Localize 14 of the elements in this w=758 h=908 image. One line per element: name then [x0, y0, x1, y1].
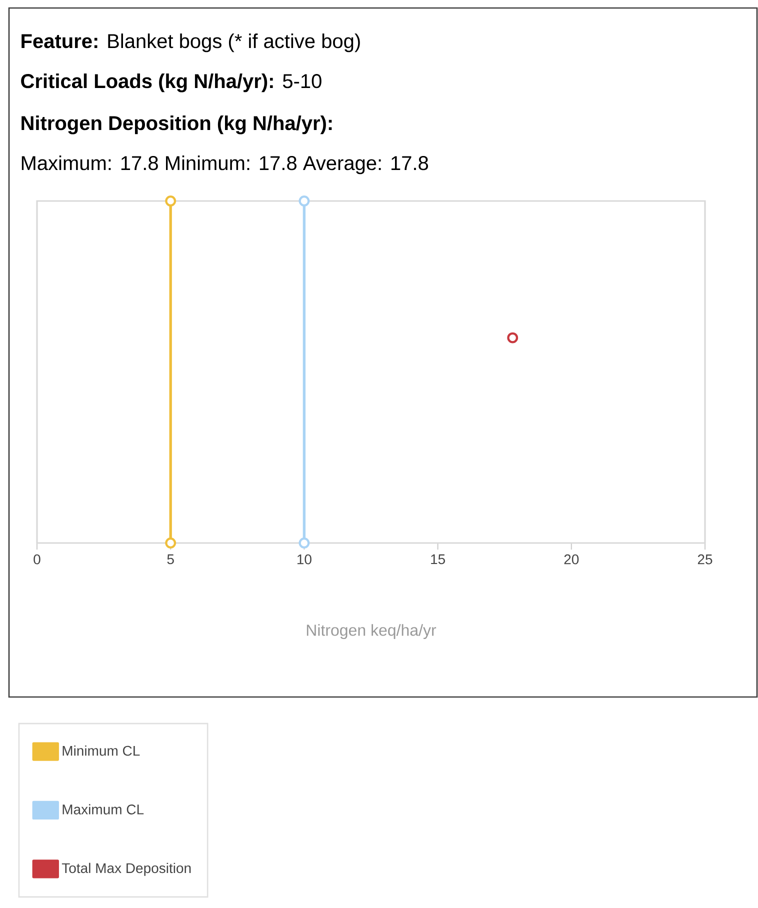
x-tick-label: 0	[34, 554, 40, 564]
legend-label: Minimum CL	[62, 745, 140, 756]
x-axis-title: Nitrogen keq/ha/yr	[306, 624, 436, 640]
text: Nitrogen Deposition (kg N/ha/yr):	[22, 116, 332, 134]
x-tick-label: 20	[564, 554, 579, 564]
x-tick-label: 15	[431, 554, 445, 564]
x-tick-label: 5	[167, 554, 174, 564]
legend-label: Maximum CL	[62, 804, 144, 814]
text: Maximum: 17.8 Minimum: 17.8 Average: 17.8	[22, 156, 428, 174]
legend-label: Total Max Deposition	[62, 862, 191, 876]
x-tick-label: 25	[698, 554, 712, 564]
x-tick-label: 10	[297, 554, 312, 564]
chart-title: Feature: Blanket bogs (* if active bog)	[22, 34, 360, 52]
chart-subtitle: Critical Loads (kg N/ha/yr): 5-10	[21, 74, 322, 92]
